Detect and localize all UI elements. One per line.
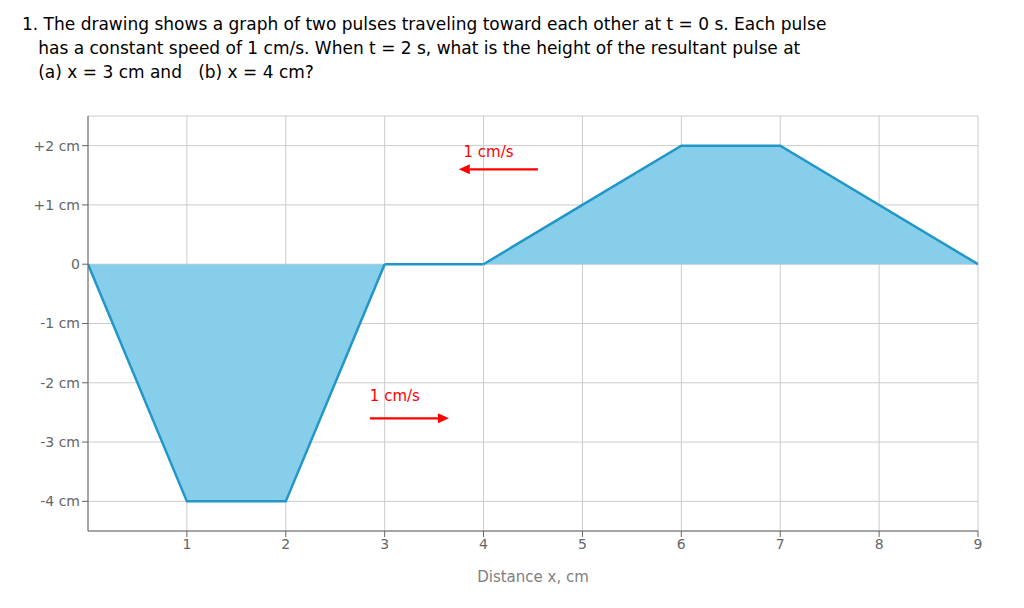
svg-text:-4 cm: -4 cm (40, 493, 80, 509)
svg-text:4: 4 (479, 536, 488, 552)
html-text:(a) x = 3 cm and (b) x = 4 cm?: (a) x = 3 cm and (b) x = 4 cm? (22, 62, 314, 82)
svg-text:7: 7 (776, 536, 785, 552)
html-text:1. The drawing shows a graph o: 1. The drawing shows a graph of two puls… (22, 14, 827, 34)
svg-text:-2 cm: -2 cm (40, 375, 80, 391)
svg-text:+2 cm: +2 cm (34, 138, 80, 154)
svg-text:5: 5 (578, 536, 587, 552)
svg-text:3: 3 (380, 536, 389, 552)
svg-text:1 cm/s: 1 cm/s (463, 143, 513, 161)
svg-text:8: 8 (875, 536, 884, 552)
svg-text:1 cm/s: 1 cm/s (370, 387, 420, 405)
svg-text:+1 cm: +1 cm (34, 197, 80, 213)
svg-text:-3 cm: -3 cm (40, 434, 80, 450)
svg-text:2: 2 (281, 536, 290, 552)
svg-text:Distance x, cm: Distance x, cm (477, 568, 589, 586)
svg-text:1: 1 (182, 536, 191, 552)
svg-text:-1 cm: -1 cm (40, 315, 80, 331)
svg-text:9: 9 (974, 536, 983, 552)
html-text:has a constant speed of 1 cm/s: has a constant speed of 1 cm/s. When t =… (22, 38, 801, 58)
svg-text:0: 0 (71, 256, 80, 272)
svg-text:6: 6 (677, 536, 686, 552)
